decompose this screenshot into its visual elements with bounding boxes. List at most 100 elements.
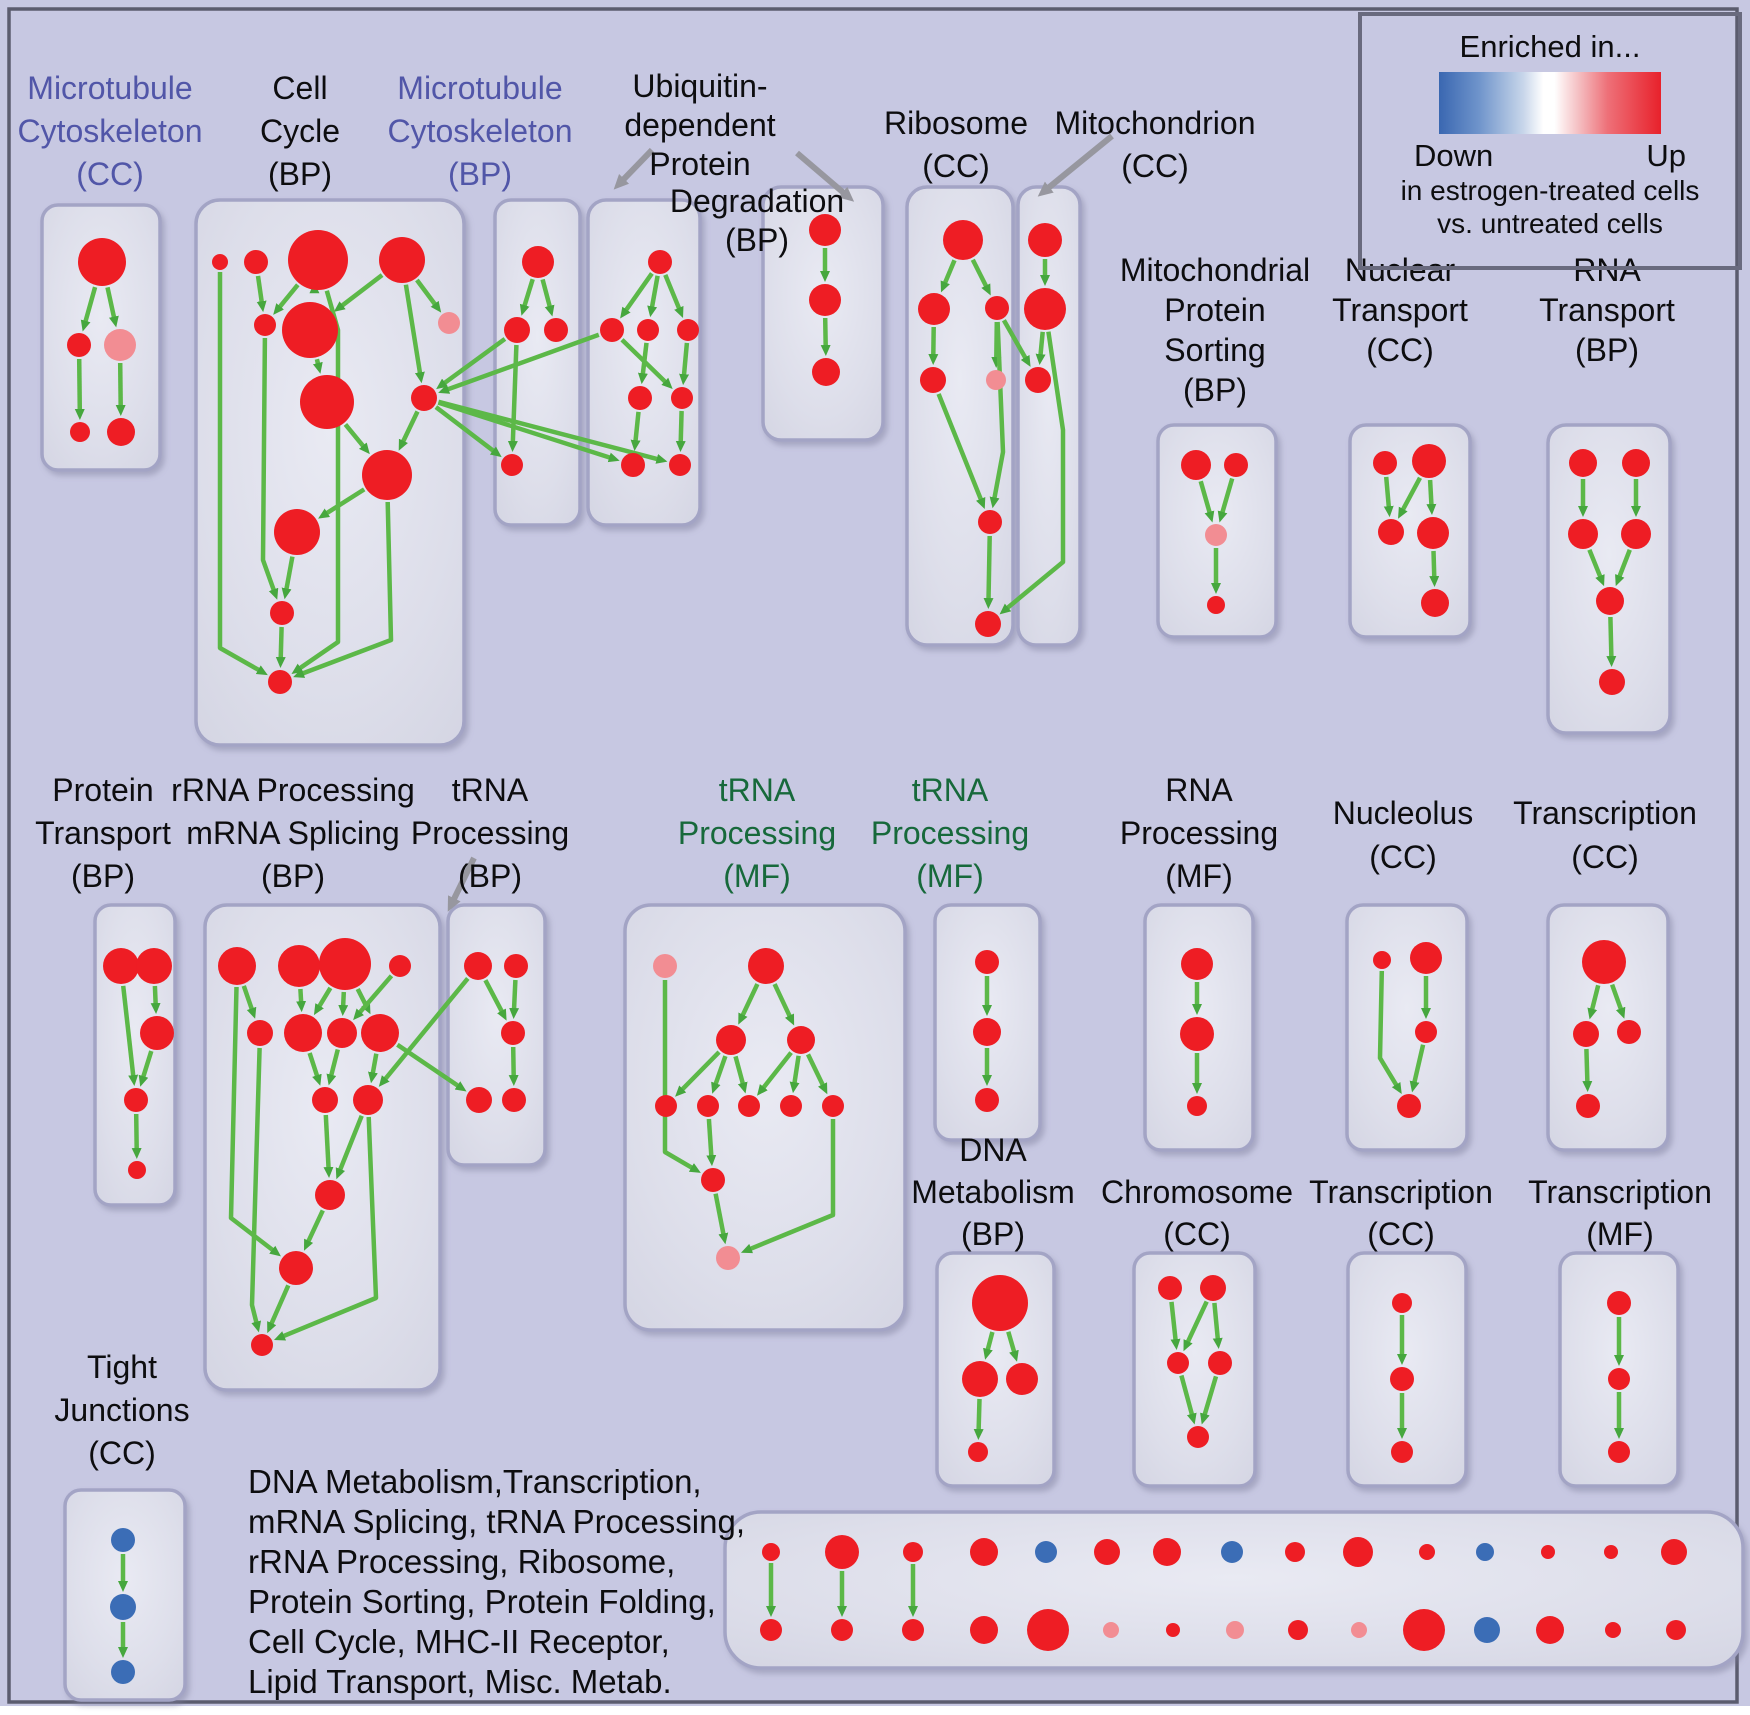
edge-r1-r3 bbox=[1582, 1048, 1593, 1092]
edge-n5-n9 bbox=[706, 1118, 717, 1167]
edge-d4-d6 bbox=[630, 411, 641, 452]
node-p1 bbox=[1180, 1017, 1214, 1051]
node-n9 bbox=[701, 1168, 725, 1192]
node-wt11 bbox=[1476, 1543, 1494, 1561]
edge-k0-k3 bbox=[120, 985, 139, 1087]
edge-c0-c1 bbox=[519, 278, 535, 316]
box-protein-transport-box bbox=[93, 903, 177, 1207]
node-v0 bbox=[1392, 1293, 1412, 1313]
edge-c0-c2 bbox=[540, 278, 555, 317]
edge-f3-f5 bbox=[936, 393, 986, 510]
node-r1 bbox=[1573, 1021, 1599, 1047]
edge-b8-d7 bbox=[437, 399, 668, 464]
edge-m2-m4 bbox=[508, 1046, 519, 1086]
node-c2 bbox=[544, 318, 568, 342]
edge-i1-i2 bbox=[1398, 476, 1422, 519]
edge-k3-k4 bbox=[131, 1113, 142, 1159]
edge-b9-b10 bbox=[318, 487, 366, 519]
box-trna-bp-box bbox=[446, 903, 547, 1167]
node-b3 bbox=[379, 237, 425, 283]
edge-n2-n5 bbox=[711, 1055, 728, 1094]
node-h3 bbox=[1207, 596, 1225, 614]
node-n0 bbox=[653, 954, 677, 978]
node-l4 bbox=[247, 1020, 273, 1046]
figure-border bbox=[7, 7, 1739, 1704]
edge-l0-l4 bbox=[241, 985, 257, 1019]
node-r2 bbox=[1617, 1020, 1641, 1044]
node-k4 bbox=[128, 1161, 146, 1179]
edge-t1-t3 bbox=[973, 1398, 984, 1440]
node-wb11 bbox=[1474, 1617, 1500, 1643]
node-wt3 bbox=[970, 1538, 998, 1566]
node-wb8 bbox=[1288, 1620, 1308, 1640]
edge-d1-b8 bbox=[438, 332, 600, 394]
node-d2 bbox=[637, 319, 659, 341]
edge-j4-j5 bbox=[1606, 616, 1617, 667]
legend-scale-row: Down Up bbox=[1414, 138, 1686, 174]
edge-g1-g2 bbox=[1035, 331, 1046, 366]
node-i3 bbox=[1417, 517, 1449, 549]
edge-t0-t2 bbox=[1006, 1331, 1019, 1362]
node-b6 bbox=[438, 312, 460, 334]
node-i1 bbox=[1412, 444, 1446, 478]
node-t2 bbox=[1006, 1363, 1038, 1395]
node-i4 bbox=[1421, 589, 1449, 617]
node-n10 bbox=[716, 1246, 740, 1270]
edge-n1-n3 bbox=[772, 983, 795, 1026]
node-wt0 bbox=[762, 1543, 780, 1561]
node-l1 bbox=[278, 945, 320, 987]
node-wb3 bbox=[970, 1616, 998, 1644]
edge-d3-d5 bbox=[679, 342, 690, 386]
node-e1 bbox=[809, 284, 841, 316]
edge-b8-c3 bbox=[434, 405, 502, 458]
node-wb1 bbox=[831, 1619, 853, 1641]
node-a2 bbox=[104, 329, 136, 361]
node-f1 bbox=[918, 293, 950, 325]
legend-context-line-1: in estrogen-treated cells bbox=[1400, 175, 1700, 206]
edge-h0-h2 bbox=[1198, 480, 1215, 523]
node-v2 bbox=[1391, 1441, 1413, 1463]
node-a3 bbox=[70, 422, 90, 442]
edge-g1-f6 bbox=[999, 331, 1066, 615]
node-r3 bbox=[1576, 1094, 1600, 1118]
edge-i3-i4 bbox=[1429, 550, 1440, 587]
node-l6 bbox=[327, 1018, 357, 1048]
node-q3 bbox=[1397, 1094, 1421, 1118]
edge-n2-n4 bbox=[675, 1050, 721, 1097]
pointer-to-mitochondrion-box bbox=[1037, 133, 1114, 197]
edge-l2-l6 bbox=[338, 991, 349, 1016]
node-f2 bbox=[985, 296, 1009, 320]
edge-b3-b5 bbox=[333, 273, 384, 312]
node-b9 bbox=[362, 450, 412, 500]
node-wb0 bbox=[760, 1619, 782, 1641]
edge-u2-u4 bbox=[1179, 1374, 1197, 1425]
edge-h1-h2 bbox=[1217, 477, 1235, 523]
edge-n2-n6 bbox=[733, 1055, 748, 1094]
node-f4 bbox=[986, 370, 1006, 390]
node-n1 bbox=[748, 948, 784, 984]
edge-i1-i3 bbox=[1426, 479, 1437, 515]
node-wt1 bbox=[825, 1535, 859, 1569]
node-l8 bbox=[312, 1087, 338, 1113]
box-trna-mf-1-box bbox=[623, 903, 907, 1332]
node-wb7 bbox=[1226, 1621, 1244, 1639]
legend-box: Enriched in... Down Up in estrogen-treat… bbox=[1358, 12, 1742, 270]
edge-b11-b12 bbox=[275, 626, 286, 668]
node-n2 bbox=[716, 1025, 746, 1055]
edge-b4-b11 bbox=[260, 337, 279, 600]
node-o1 bbox=[973, 1018, 1001, 1046]
node-e2 bbox=[812, 358, 840, 386]
edge-b2-b4 bbox=[273, 283, 300, 315]
node-m1 bbox=[504, 954, 528, 978]
edge-r0-r1 bbox=[1587, 984, 1601, 1020]
node-p0 bbox=[1181, 948, 1213, 980]
edge-d0-d2 bbox=[647, 275, 660, 318]
node-b2 bbox=[288, 230, 348, 290]
edge-d1-d5 bbox=[620, 338, 673, 389]
node-l11 bbox=[279, 1251, 313, 1285]
node-x1 bbox=[1608, 1368, 1630, 1390]
node-d7 bbox=[669, 454, 691, 476]
edge-b2-b12 bbox=[291, 290, 341, 675]
